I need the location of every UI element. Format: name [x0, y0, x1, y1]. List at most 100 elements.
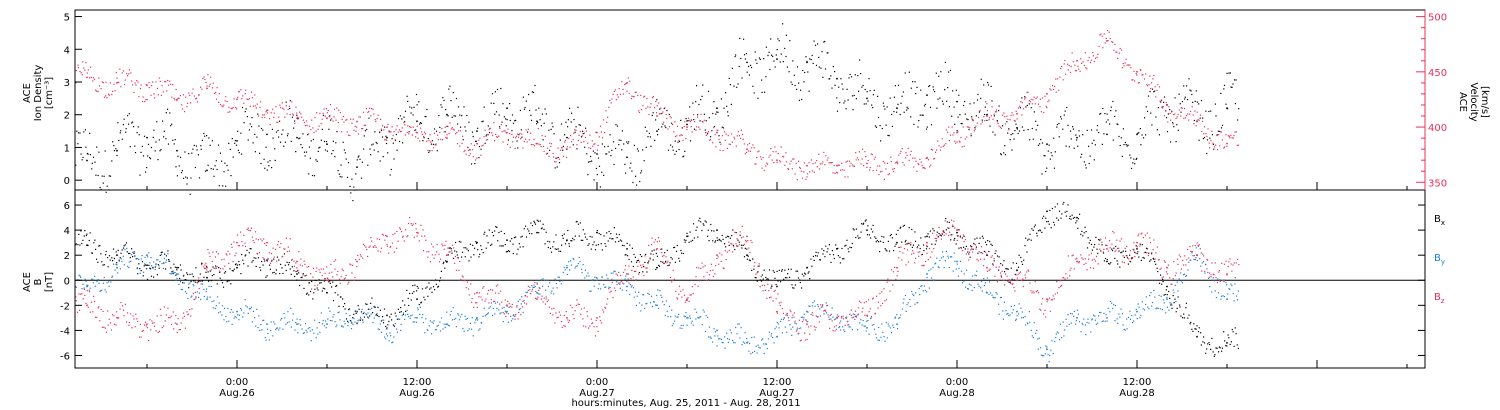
velocity-dot [548, 155, 550, 157]
velocity-dot [684, 121, 686, 123]
by-dot [1094, 319, 1096, 321]
bz-dot [470, 283, 472, 285]
by-dot [738, 323, 740, 325]
bz-dot [173, 328, 175, 330]
bx-dot [1156, 267, 1158, 269]
bx-dot [1047, 220, 1049, 223]
by-dot [143, 263, 146, 265]
density-dot [457, 123, 459, 125]
bz-dot [347, 283, 349, 285]
bz-dot [525, 303, 528, 305]
bx-dot [776, 270, 778, 272]
density-point [1076, 136, 1078, 139]
velocity-dot [621, 81, 623, 83]
by-dot [304, 323, 307, 325]
by-dot [983, 284, 985, 287]
velocity-dot [728, 143, 730, 145]
velocity-dot [1118, 52, 1120, 54]
density-dot [710, 136, 712, 138]
velocity-dot [280, 107, 282, 109]
density-dot [1145, 134, 1147, 136]
bx-dot [883, 236, 885, 238]
density-dot [360, 177, 363, 179]
bz-dot [473, 306, 475, 308]
by-dot [238, 314, 241, 316]
bz-dot [392, 234, 394, 236]
bz-dot [499, 303, 501, 305]
density-dot [986, 119, 988, 121]
velocity-dot [757, 151, 759, 153]
density-dot [113, 150, 115, 152]
velocity-dot [282, 107, 284, 109]
by-dot [350, 328, 353, 330]
density-dot [334, 156, 336, 158]
by-dot [79, 275, 81, 277]
bx-dot [1205, 352, 1207, 354]
density-dot [495, 111, 498, 113]
bx-dot [844, 245, 846, 247]
bx-dot [557, 248, 559, 250]
bx-dot [726, 235, 729, 237]
density-dot [1039, 143, 1041, 145]
by-dot [488, 307, 490, 309]
by-dot [552, 287, 554, 289]
bx-dot [959, 236, 961, 238]
velocity-point [776, 159, 778, 162]
bx-dot [1053, 224, 1056, 226]
density-dot [1195, 90, 1197, 92]
density-dot [567, 119, 569, 121]
velocity-dot [258, 115, 260, 117]
bx-dot [577, 223, 579, 225]
density-dot [1151, 88, 1154, 90]
bx-dot [742, 244, 744, 246]
by-dot [851, 329, 853, 331]
density-point [1106, 133, 1108, 136]
bz-dot [384, 239, 386, 241]
by-dot [1049, 354, 1051, 357]
density-dot [1041, 173, 1043, 175]
velocity-dot [933, 158, 935, 160]
density-dot [1031, 127, 1033, 130]
bz-dot [180, 322, 182, 324]
by-dot [576, 265, 578, 267]
velocity-dot [719, 149, 721, 151]
velocity-dot [952, 134, 954, 136]
density-dot [704, 129, 706, 131]
bz-dot [257, 239, 259, 241]
density-dot [1237, 119, 1239, 121]
bx-dot [404, 304, 406, 306]
density-dot [240, 132, 242, 134]
velocity-dot [131, 80, 133, 82]
bx-dot [266, 275, 268, 277]
bx-dot [216, 283, 218, 285]
velocity-dot [83, 67, 85, 69]
velocity-dot [870, 153, 872, 155]
bz-dot [481, 299, 483, 301]
by-dot [612, 272, 614, 274]
bz-dot [505, 315, 507, 318]
density-dot [338, 173, 340, 175]
bx-dot [1168, 290, 1170, 293]
by-dot [145, 268, 147, 270]
by-dot [296, 318, 298, 320]
bx-dot [1129, 254, 1131, 256]
by-dot [334, 321, 336, 323]
bx-dot [507, 250, 510, 252]
bz-dot [538, 289, 540, 291]
velocity-dot [858, 159, 860, 161]
density-dot [1078, 130, 1080, 132]
by-dot [619, 287, 621, 289]
density-dot [125, 131, 127, 133]
density-dot [427, 138, 429, 140]
velocity-point [146, 84, 148, 86]
bx-dot [866, 234, 869, 236]
bx-dot [285, 269, 287, 272]
velocity-dot [494, 140, 496, 142]
velocity-dot [218, 101, 220, 103]
velocity-dot [1092, 52, 1094, 54]
by-dot [967, 288, 969, 290]
velocity-dot [658, 102, 660, 104]
bx-dot [544, 243, 546, 245]
density-dot [812, 62, 814, 64]
velocity-dot [879, 171, 882, 173]
